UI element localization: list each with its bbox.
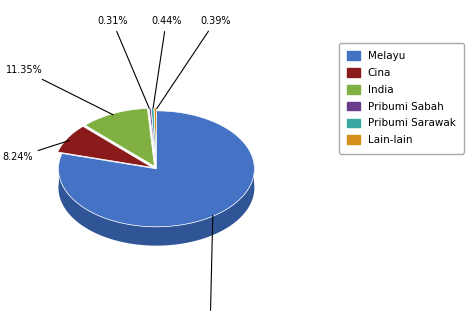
Polygon shape <box>58 163 255 246</box>
Polygon shape <box>149 108 156 166</box>
Text: 0.44%: 0.44% <box>151 16 182 108</box>
Text: 0.31%: 0.31% <box>97 16 149 108</box>
Text: 11.35%: 11.35% <box>6 65 113 115</box>
Polygon shape <box>154 108 156 166</box>
Polygon shape <box>58 126 152 167</box>
Polygon shape <box>151 108 156 166</box>
Text: 79.26%: 79.26% <box>192 215 229 315</box>
Text: 8.24%: 8.24% <box>2 140 69 162</box>
Legend: Melayu, Cina, India, Pribumi Sabah, Pribumi Sarawak, Lain-lain: Melayu, Cina, India, Pribumi Sabah, Prib… <box>339 43 464 153</box>
Text: 0.39%: 0.39% <box>157 16 230 109</box>
Polygon shape <box>85 108 155 166</box>
Polygon shape <box>58 111 255 227</box>
